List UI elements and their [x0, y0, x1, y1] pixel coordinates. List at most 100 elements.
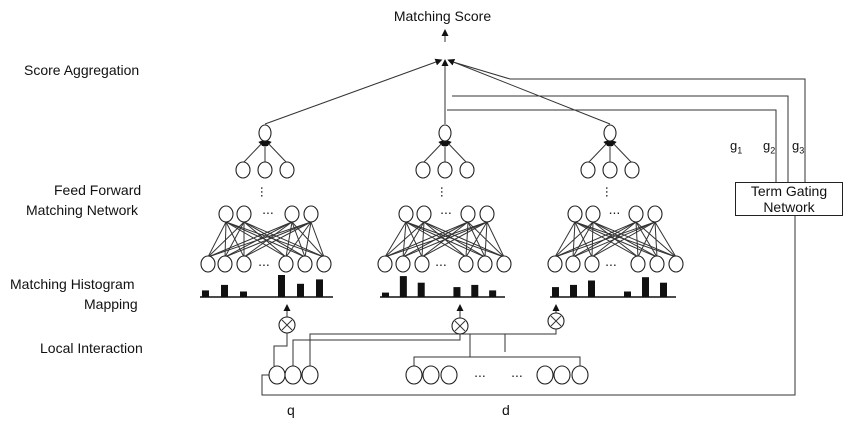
dense-edge-1-3-3 [243, 221, 293, 258]
hidden-top-node-1-2 [257, 161, 273, 179]
histogram-bar-3-5 [624, 291, 631, 297]
histogram-bar-1-7 [316, 279, 323, 297]
query-wire-2 [292, 334, 461, 366]
gate-wire-2 [452, 95, 789, 182]
hidden-node-3-1 [567, 205, 583, 223]
dense-edge-3-7-1 [574, 221, 677, 258]
histogram-bar-3-6 [642, 277, 649, 297]
hidden-ellipsis-2: ... [440, 201, 452, 217]
query-to-gating-wire [261, 214, 796, 396]
dense-edge-3-7-4 [654, 221, 677, 258]
dense-edge-1-2-3 [224, 221, 293, 258]
feed-forward-label-line2: Matching Network [26, 202, 139, 218]
dense-edge-2-5-1 [405, 221, 467, 258]
interaction-cross-b-2 [454, 320, 466, 332]
input-node-2-2 [395, 255, 411, 273]
dense-edge-1-7-1 [225, 221, 325, 258]
input-node-3-1 [547, 255, 563, 273]
dense-edge-3-6-1 [574, 221, 658, 258]
dense-edge-3-3-4 [591, 221, 656, 258]
document-node-1 [405, 365, 423, 385]
top-edge-3-1 [587, 139, 611, 164]
histogram-bar-3-2 [570, 284, 577, 297]
vertical-ellipsis-3: ... [603, 186, 619, 198]
document-label: d [502, 402, 510, 418]
dense-edge-3-7-2 [592, 221, 677, 258]
dense-edge-1-2-1 [224, 221, 227, 258]
dense-edge-1-6-3 [291, 221, 306, 258]
dense-edge-2-7-4 [486, 221, 505, 258]
hidden-top-node-2-3 [459, 161, 475, 179]
dense-edge-3-3-2 [591, 221, 594, 258]
local-interaction-label: Local Interaction [40, 340, 143, 356]
document-node-6 [571, 365, 589, 385]
hidden-top-node-1-3 [279, 161, 295, 179]
gate-label-3: g3 [792, 138, 805, 156]
column-output-node-2 [438, 124, 452, 142]
hidden-node-2-3 [460, 205, 476, 223]
dense-edge-3-2-1 [572, 221, 576, 258]
column-output-node-3 [603, 124, 617, 142]
gate-wire-3 [452, 61, 806, 182]
top-edge-1-3 [264, 139, 288, 164]
interaction-cross-b-3 [550, 315, 562, 327]
dense-edge-2-7-2 [423, 221, 505, 258]
input-node-1-6 [297, 255, 313, 273]
dense-edge-2-6-1 [405, 221, 486, 258]
document-ellipsis-1: ... [474, 364, 486, 380]
histogram-bar-2-1 [382, 292, 389, 297]
diagram-title: Matching Score [393, 8, 492, 24]
input-node-3-2 [565, 255, 581, 273]
hidden-node-3-4 [647, 205, 663, 223]
dense-edge-1-1-3 [207, 221, 293, 258]
document-node-2 [422, 365, 440, 385]
input-node-2-7 [496, 255, 512, 273]
hidden-top-node-2-2 [437, 161, 453, 179]
dense-edge-3-3-1 [574, 221, 593, 258]
dense-edge-1-5-3 [285, 221, 293, 258]
dense-edge-3-2-3 [572, 221, 637, 258]
input-node-3-6 [649, 255, 665, 273]
input-node-2-6 [477, 255, 493, 273]
dense-edge-2-6-3 [467, 221, 486, 258]
hidden-node-2-1 [398, 205, 414, 223]
input-ellipsis-1: ... [258, 253, 270, 269]
hidden-node-2-4 [479, 205, 495, 223]
gate-wire-1 [447, 109, 777, 182]
score-aggregation-label: Score Aggregation [24, 62, 140, 78]
hidden-top-node-3-2 [602, 161, 618, 179]
hidden-top-node-1-1 [235, 161, 251, 179]
input-node-3-7 [668, 255, 684, 273]
dense-edge-3-3-3 [591, 221, 637, 258]
input-ellipsis-2: ... [435, 253, 447, 269]
histogram-bar-1-6 [297, 283, 304, 297]
histogram-bar-3-7 [660, 282, 667, 297]
histogram-bar-2-2 [399, 276, 407, 297]
query-wire-1 [273, 333, 288, 366]
dense-edge-2-1-1 [384, 221, 407, 258]
top-edge-2-3 [444, 139, 468, 164]
feed-forward-label-line1: Feed Forward [54, 182, 142, 198]
top-edge-2-1 [422, 139, 446, 164]
document-node-5 [553, 365, 571, 385]
aggregation-edge-3 [447, 58, 611, 125]
dense-edge-3-5-3 [635, 221, 639, 258]
input-node-3-5 [630, 255, 646, 273]
hidden-node-3-3 [628, 205, 644, 223]
dense-edge-1-1-1 [207, 221, 227, 258]
histogram-label-line2: Mapping [84, 296, 138, 312]
input-node-3-3 [584, 255, 600, 273]
aggregation-edge-1 [264, 58, 443, 125]
input-node-1-1 [200, 255, 216, 273]
dense-edge-2-1-3 [384, 221, 469, 258]
dense-edge-3-7-3 [635, 221, 677, 258]
hidden-top-node-3-3 [624, 161, 640, 179]
gate-label-1: g1 [730, 138, 743, 156]
hidden-ellipsis-3: ... [609, 201, 621, 217]
top-edge-1-1 [242, 139, 266, 164]
input-ellipsis-3: ... [605, 253, 617, 269]
query-node-3 [301, 365, 319, 385]
histogram-bar-1-2 [221, 284, 228, 297]
dense-edge-1-3-1 [225, 221, 245, 258]
